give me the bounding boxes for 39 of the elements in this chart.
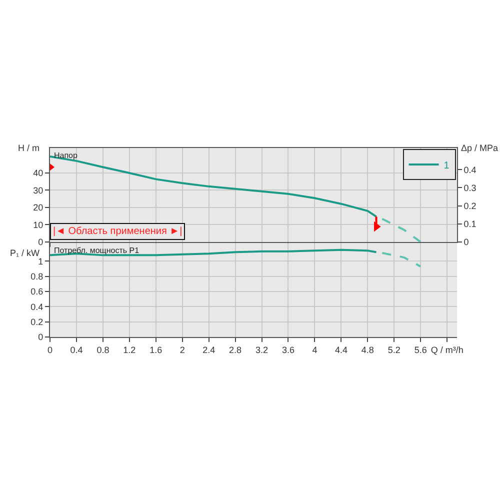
legend-label: 1	[444, 160, 450, 172]
x-tick-label: Q / m³/h	[430, 344, 464, 355]
x-tick-label: 3.6	[282, 344, 294, 355]
y2-axis-title: Δp / MPa	[461, 143, 498, 153]
y-tick-label: 0.4	[30, 302, 44, 312]
x-tick-label: 2	[180, 344, 185, 355]
x-tick-label: 4.8	[361, 344, 374, 355]
y-tick-label: 0	[38, 237, 44, 248]
annotation: Напор	[54, 151, 78, 160]
y-tick-label: 0	[38, 332, 44, 342]
y-axis-title: H / m	[18, 143, 40, 153]
y-tick-label: 40	[33, 168, 44, 178]
y2-tick-label: 0.2	[464, 200, 476, 211]
y2-tick-label: 0	[464, 237, 469, 248]
x-tick-label: 2.8	[229, 344, 242, 355]
annotation: |◄ Область применения ►|	[53, 226, 182, 237]
x-tick-label: 1.2	[123, 344, 136, 355]
x-tick-label: 3.2	[256, 344, 268, 355]
y-tick-label: 1	[38, 256, 44, 266]
y-tick-label: 30	[33, 185, 44, 196]
y-tick-label: 20	[33, 202, 44, 213]
y-tick-label: 0.6	[30, 286, 44, 297]
y2-tick-label: 0.4	[464, 164, 476, 175]
x-tick-label: 0	[47, 344, 53, 355]
x-tick-label: 2.4	[202, 344, 216, 355]
y-axis-title: P₁ / kW	[10, 248, 40, 258]
y2-tick-label: 0.1	[464, 219, 476, 230]
y-tick-label: 0.8	[30, 272, 44, 282]
annotation: Потребл. мощность P1	[54, 246, 140, 255]
y2-tick-label: 0.3	[464, 182, 476, 193]
x-tick-label: 0.4	[70, 344, 83, 355]
x-tick-label: 4.4	[334, 344, 348, 355]
x-tick-label: 0.8	[96, 344, 110, 355]
x-tick-label: 1.6	[150, 344, 162, 355]
x-tick-label: 5.2	[388, 344, 400, 355]
y-tick-label: 0.2	[30, 316, 44, 327]
x-tick-label: 4	[312, 344, 318, 355]
y-tick-label: 10	[33, 220, 44, 230]
x-tick-label: 5.6	[414, 344, 427, 355]
